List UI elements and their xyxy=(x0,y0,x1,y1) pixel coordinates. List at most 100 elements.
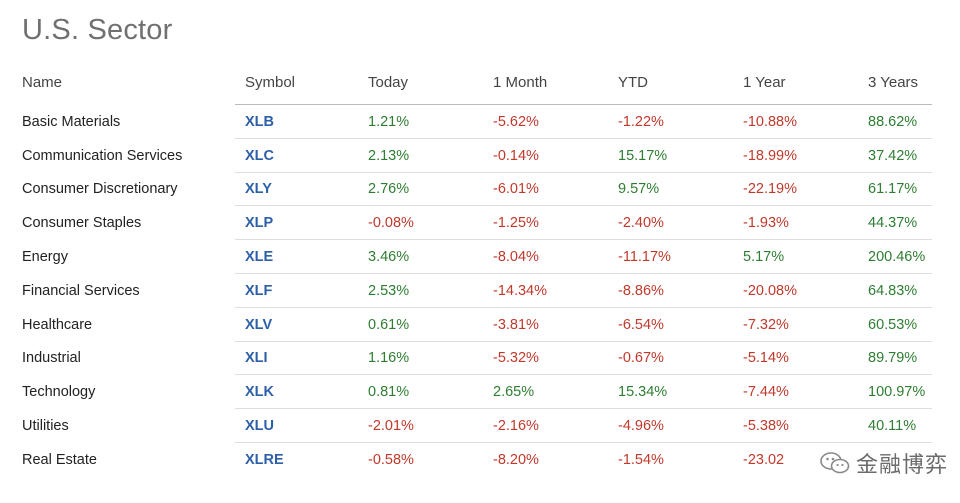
one-year-change-cell: -18.99% xyxy=(735,148,860,164)
three-year-change-cell: 88.62% xyxy=(860,114,932,130)
three-year-change-cell: 64.83% xyxy=(860,283,932,299)
one-month-change: -1.25% xyxy=(493,215,539,232)
one-year-change: 5.17% xyxy=(743,249,785,266)
ytd-change: -1.22% xyxy=(618,113,664,130)
sector-table: Name Symbol Today 1 Month YTD 1 Year 3 Y… xyxy=(14,62,932,477)
one-month-change-cell: -8.04% xyxy=(485,249,610,265)
symbol-link[interactable]: XLV xyxy=(245,316,273,333)
sector-name: Energy xyxy=(22,249,68,266)
column-header-ytd[interactable]: YTD xyxy=(618,73,648,91)
ytd-change-cell: -11.17% xyxy=(610,249,735,265)
table-header: Name Symbol Today 1 Month YTD 1 Year 3 Y… xyxy=(14,62,932,105)
today-change-cell: 0.81% xyxy=(360,384,485,400)
one-month-change-cell: -8.20% xyxy=(485,452,610,468)
three-year-change: 40.11% xyxy=(868,418,917,435)
today-change: -0.08% xyxy=(368,215,414,232)
one-year-change-cell: 5.17% xyxy=(735,249,860,265)
today-change: 1.21% xyxy=(368,113,410,130)
three-year-change: 61.17% xyxy=(868,181,918,198)
three-year-change-cell: 100.97% xyxy=(860,384,932,400)
column-header-3-years[interactable]: 3 Years xyxy=(868,73,919,91)
one-month-change-cell: -5.62% xyxy=(485,114,610,130)
sector-name: Technology xyxy=(22,384,96,401)
one-month-change: -5.32% xyxy=(493,350,539,367)
one-month-change-cell: -14.34% xyxy=(485,283,610,299)
today-change-cell: 3.46% xyxy=(360,249,485,265)
sector-name: Consumer Staples xyxy=(22,215,142,232)
sector-name: Basic Materials xyxy=(22,113,121,130)
symbol-link[interactable]: XLC xyxy=(245,147,274,164)
ytd-change: -8.86% xyxy=(618,282,664,299)
ytd-change-cell: -1.22% xyxy=(610,114,735,130)
one-month-change: -5.62% xyxy=(493,113,539,130)
sector-name-cell: Utilities xyxy=(14,418,235,434)
symbol-link[interactable]: XLY xyxy=(245,181,272,198)
one-month-change: -6.01% xyxy=(493,181,539,198)
watermark-text: 金融博弈 xyxy=(855,453,948,478)
column-header-1-month[interactable]: 1 Month xyxy=(493,73,548,91)
three-year-change: 100.97% xyxy=(868,384,926,401)
table-row: Communication Services XLC 2.13% -0.14% 15.1… xyxy=(14,139,932,173)
symbol-link[interactable]: XLF xyxy=(245,282,273,299)
ytd-change: 9.57% xyxy=(618,181,660,198)
one-month-change-cell: -2.16% xyxy=(485,418,610,434)
today-change: 2.53% xyxy=(368,282,410,299)
three-year-change-cell: 200.46% xyxy=(860,249,932,265)
one-month-change: 2.65% xyxy=(493,384,535,401)
sector-symbol-cell: XLE xyxy=(235,249,360,265)
ytd-change: -1.54% xyxy=(618,451,664,468)
one-year-change: -20.08% xyxy=(743,282,798,299)
column-header-today[interactable]: Today xyxy=(368,73,409,91)
three-year-change: 88.62% xyxy=(868,113,918,130)
one-year-change: -5.38% xyxy=(743,418,789,435)
three-year-change-cell: 89.79% xyxy=(860,350,932,366)
ytd-change-cell: -0.67% xyxy=(610,350,735,366)
one-month-change: -2.16% xyxy=(493,418,539,435)
symbol-link[interactable]: XLE xyxy=(245,249,274,266)
sector-name-cell: Consumer Discretionary xyxy=(14,181,235,197)
today-change: 0.61% xyxy=(368,316,410,333)
sector-name: Healthcare xyxy=(22,316,93,333)
column-header-symbol[interactable]: Symbol xyxy=(245,73,296,91)
symbol-link[interactable]: XLU xyxy=(245,418,274,435)
today-change-cell: -2.01% xyxy=(360,418,485,434)
watermark: 金融博弈 xyxy=(815,445,952,481)
one-year-change-cell: -10.88% xyxy=(735,114,860,130)
ytd-change-cell: -2.40% xyxy=(610,215,735,231)
symbol-link[interactable]: XLRE xyxy=(245,451,284,468)
table-row: Technology XLK 0.81% 2.65% 15.34% -7.44% 100.9… xyxy=(14,375,932,409)
one-month-change-cell: 2.65% xyxy=(485,384,610,400)
sector-name: Financial Services xyxy=(22,282,140,299)
sector-symbol-cell: XLF xyxy=(235,283,360,299)
sector-name-cell: Financial Services xyxy=(14,283,235,299)
ytd-change: -6.54% xyxy=(618,316,664,333)
one-year-change-cell: -5.14% xyxy=(735,350,860,366)
one-year-change-cell: -7.32% xyxy=(735,317,860,333)
ytd-change-cell: 9.57% xyxy=(610,181,735,197)
one-month-change: -8.04% xyxy=(493,249,539,266)
symbol-link[interactable]: XLK xyxy=(245,384,274,401)
table-row: Healthcare XLV 0.61% -3.81% -6.54% -7.32% 60.5… xyxy=(14,308,932,342)
one-year-change-cell: -20.08% xyxy=(735,283,860,299)
sector-symbol-cell: XLU xyxy=(235,418,360,434)
column-header-1-year[interactable]: 1 Year xyxy=(743,73,786,91)
symbol-link[interactable]: XLP xyxy=(245,215,274,232)
sector-name: Industrial xyxy=(22,350,81,367)
symbol-link[interactable]: XLI xyxy=(245,350,268,367)
today-change-cell: 2.53% xyxy=(360,283,485,299)
one-month-change: -14.34% xyxy=(493,282,548,299)
three-year-change-cell: 40.11% xyxy=(860,418,932,434)
sector-name-cell: Communication Services xyxy=(14,148,235,164)
today-change: 1.16% xyxy=(368,350,410,367)
ytd-change: 15.34% xyxy=(618,384,668,401)
column-header-name[interactable]: Name xyxy=(22,73,63,91)
sector-name-cell: Energy xyxy=(14,249,235,265)
sector-name-cell: Consumer Staples xyxy=(14,215,235,231)
sector-name-cell: Healthcare xyxy=(14,317,235,333)
today-change: 3.46% xyxy=(368,249,410,266)
ytd-change: -0.67% xyxy=(618,350,664,367)
three-year-change: 37.42% xyxy=(868,147,918,164)
today-change: 2.13% xyxy=(368,147,410,164)
symbol-link[interactable]: XLB xyxy=(245,113,274,130)
sector-name-cell: Industrial xyxy=(14,350,235,366)
